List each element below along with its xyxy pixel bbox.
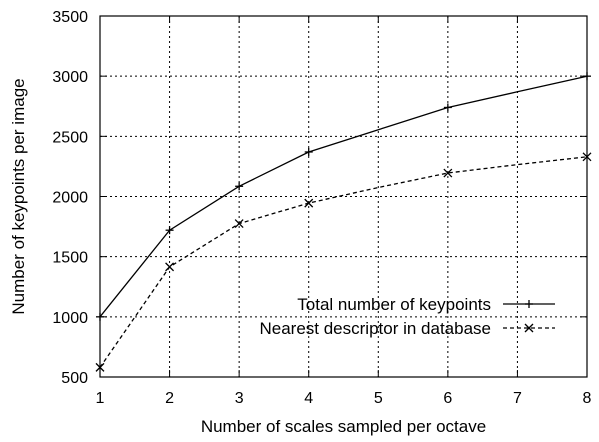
y-tick-label: 2500: [52, 129, 88, 146]
marker-stroke: [165, 262, 175, 272]
grid: [100, 16, 587, 377]
x-tick-label: 7: [513, 390, 522, 407]
marker-stroke: [443, 168, 453, 178]
y-tick-label: 500: [61, 370, 88, 387]
marker-stroke: [304, 198, 314, 208]
series-line: [99, 75, 588, 318]
data-point: [234, 219, 244, 229]
data-point: [235, 182, 244, 191]
y-tick-label: 3000: [52, 69, 88, 86]
legend-label: Total number of keypoints: [297, 295, 491, 314]
tick-labels: 1 2 3 4 5 6 7 8 500 1000 1500 2000 2500 3000 3500: [52, 9, 591, 407]
x-tick-label: 2: [165, 390, 174, 407]
x-tick-label: 8: [583, 390, 592, 407]
data-point: [304, 198, 314, 208]
y-tick-label: 1000: [52, 310, 88, 327]
y-tick-label: 1500: [52, 250, 88, 267]
data-point: [443, 168, 453, 178]
x-tick-label: 3: [235, 390, 244, 407]
marker-stroke: [524, 323, 534, 333]
legend: Total number of keypoints Nearest descrip…: [259, 295, 555, 338]
data-point: [443, 103, 452, 112]
x-tick-label: 5: [374, 390, 383, 407]
y-tick-label: 2000: [52, 190, 88, 207]
y-axis-label: Number of keypoints per image: [9, 78, 28, 314]
marker-stroke: [234, 219, 244, 229]
legend-marker: [524, 323, 534, 333]
legend-label: Nearest descriptor in database: [259, 319, 491, 338]
series-line: [99, 156, 588, 368]
x-tick-label: 4: [304, 390, 313, 407]
data-point: [165, 262, 175, 272]
data-point: [304, 147, 313, 156]
data-point: [165, 226, 174, 235]
x-axis-label: Number of scales sampled per octave: [201, 417, 486, 436]
legend-marker: [525, 300, 533, 308]
x-tick-label: 1: [96, 390, 105, 407]
axis-ticks: [99, 15, 588, 378]
y-tick-label: 3500: [52, 9, 88, 26]
series-2: [95, 152, 592, 372]
x-tick-label: 6: [443, 390, 452, 407]
